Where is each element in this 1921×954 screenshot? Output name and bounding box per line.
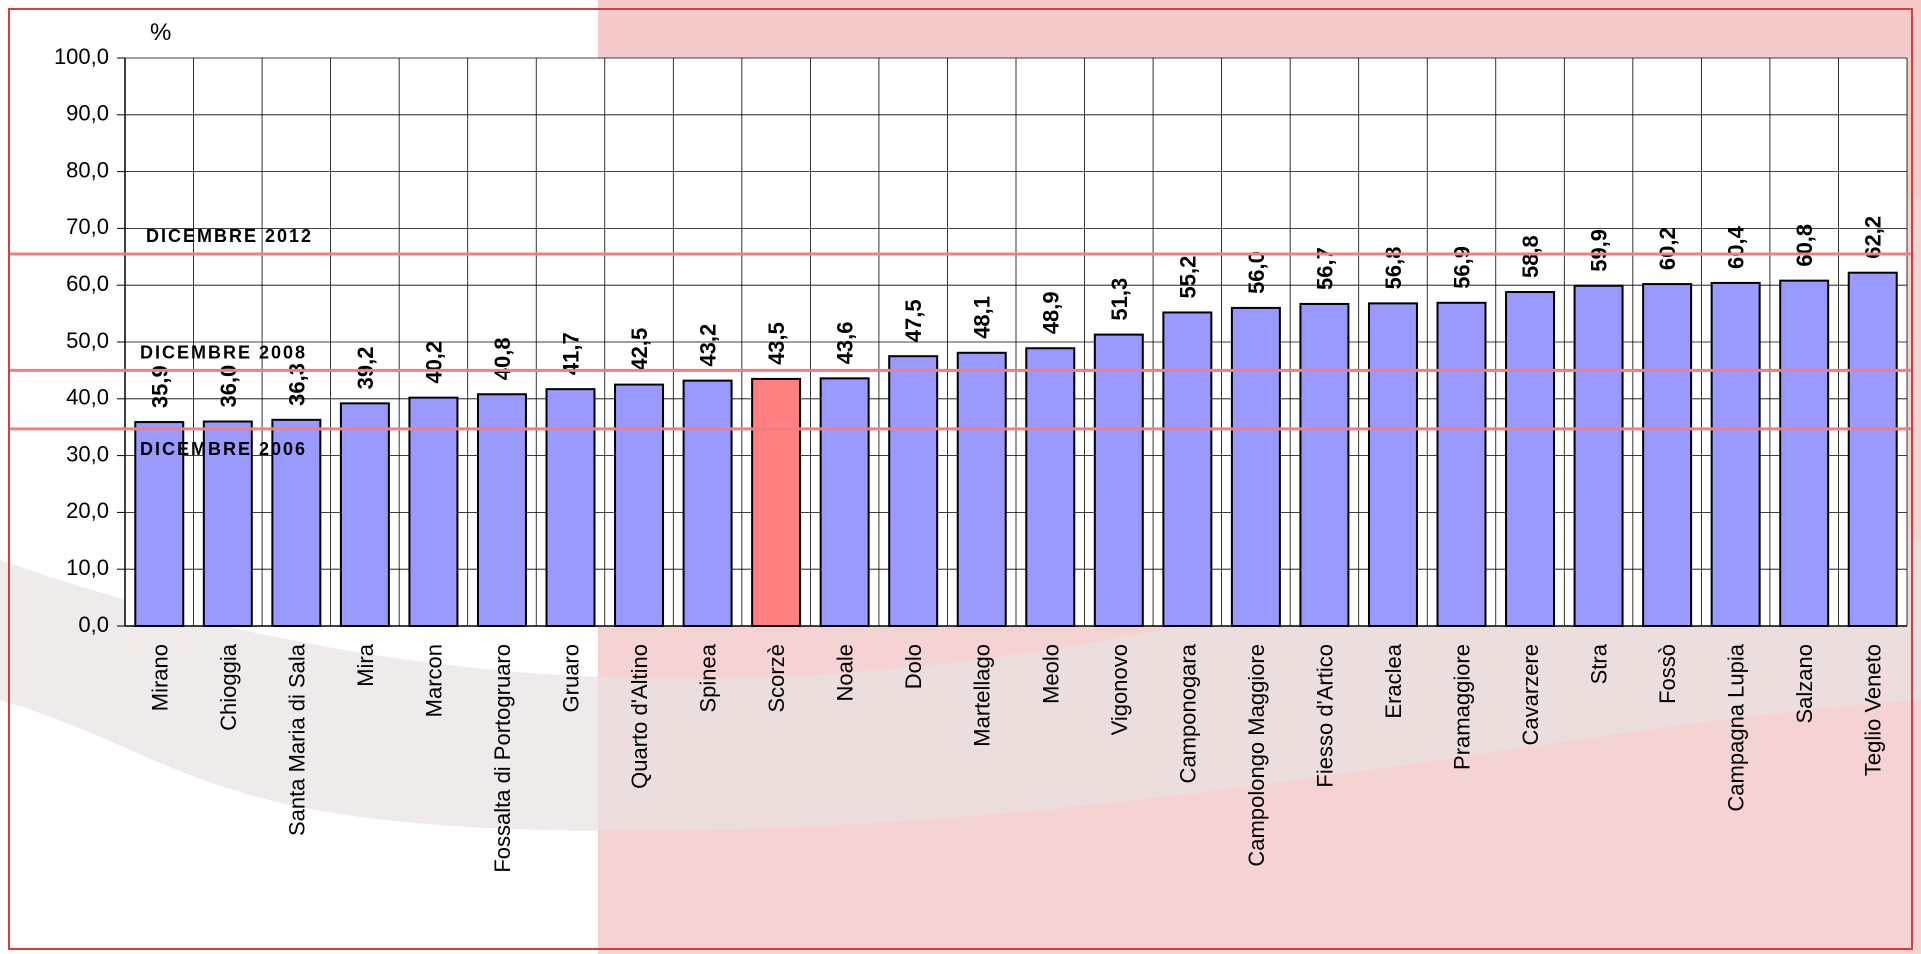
bar bbox=[1780, 281, 1828, 626]
reference-label: DICEMBRE 2012 bbox=[146, 226, 313, 246]
bar bbox=[1369, 303, 1417, 626]
value-label: 59,9 bbox=[1587, 229, 1612, 272]
bar bbox=[1026, 348, 1074, 626]
bar bbox=[1095, 335, 1143, 626]
x-tick-label: Camponogara bbox=[1175, 643, 1200, 783]
y-tick-label: 70,0 bbox=[66, 214, 109, 239]
value-label: 48,9 bbox=[1038, 291, 1063, 334]
y-tick-label: 10,0 bbox=[66, 555, 109, 580]
value-label: 56,0 bbox=[1244, 251, 1269, 294]
x-tick-label: Scorzè bbox=[764, 644, 789, 712]
x-tick-label: Fossò bbox=[1655, 644, 1680, 704]
x-tick-label: Santa Maria di Sala bbox=[284, 643, 309, 836]
x-tick-label: Salzano bbox=[1792, 644, 1817, 724]
bar bbox=[1643, 284, 1691, 626]
x-tick-label: Quarto d'Altino bbox=[627, 644, 652, 789]
bar bbox=[1163, 312, 1211, 626]
value-label: 60,4 bbox=[1724, 225, 1749, 269]
bar bbox=[1438, 303, 1486, 626]
x-tick-label: Spinea bbox=[696, 643, 721, 712]
value-label: 60,2 bbox=[1655, 227, 1680, 270]
value-label: 43,2 bbox=[696, 324, 721, 367]
value-label: 42,5 bbox=[627, 328, 652, 371]
bar bbox=[1300, 304, 1348, 626]
value-label: 60,8 bbox=[1792, 224, 1817, 267]
x-tick-label: Campagna Lupia bbox=[1724, 643, 1749, 811]
value-label: 51,3 bbox=[1107, 278, 1132, 321]
value-label: 48,1 bbox=[970, 296, 995, 339]
value-label: 40,8 bbox=[490, 337, 515, 380]
bar bbox=[615, 385, 663, 626]
bar bbox=[1575, 286, 1623, 626]
y-tick-label: 30,0 bbox=[66, 441, 109, 466]
bar bbox=[409, 398, 457, 626]
bar bbox=[1712, 283, 1760, 626]
x-tick-label: Stra bbox=[1587, 643, 1612, 684]
x-tick-label: Pramaggiore bbox=[1450, 644, 1475, 770]
y-tick-label: 20,0 bbox=[66, 498, 109, 523]
x-tick-label: Martellago bbox=[970, 644, 995, 747]
y-tick-label: 60,0 bbox=[66, 271, 109, 296]
x-tick-label: Cavarzere bbox=[1518, 644, 1543, 745]
bar bbox=[1506, 292, 1554, 626]
bar bbox=[752, 379, 800, 626]
x-tick-label: Meolo bbox=[1038, 644, 1063, 704]
value-label: 47,5 bbox=[901, 299, 926, 342]
x-tick-label: Campolongo Maggiore bbox=[1244, 644, 1269, 867]
x-tick-label: Mirano bbox=[147, 644, 172, 711]
chart: % 0,0 10,0 20,0 30,0 40,0 50,0 60,0 70,0 80,0 90,… bbox=[0, 0, 1921, 954]
x-tick-label: Vigonovo bbox=[1107, 644, 1132, 735]
x-tick-label: Marcon bbox=[421, 644, 446, 717]
value-label: 62,2 bbox=[1861, 216, 1886, 259]
bar bbox=[547, 389, 595, 626]
bar bbox=[341, 403, 389, 626]
x-tick-label: Fiesso d'Artico bbox=[1312, 644, 1337, 788]
value-label: 41,7 bbox=[559, 332, 584, 375]
reference-label: DICEMBRE 2006 bbox=[140, 439, 307, 459]
y-unit: % bbox=[150, 19, 171, 46]
y-tick-label: 0,0 bbox=[78, 612, 109, 637]
y-tick-label: 50,0 bbox=[66, 328, 109, 353]
value-label: 55,2 bbox=[1175, 256, 1200, 299]
value-label: 58,8 bbox=[1518, 235, 1543, 278]
value-label: 40,2 bbox=[421, 341, 446, 384]
value-label: 43,6 bbox=[833, 322, 858, 365]
reference-label: DICEMBRE 2008 bbox=[140, 342, 307, 362]
x-tick-label: Fossalta di Portogruaro bbox=[490, 644, 515, 873]
value-label: 56,9 bbox=[1450, 246, 1475, 289]
bar bbox=[889, 356, 937, 626]
bar bbox=[684, 381, 732, 626]
x-tick-label: Eraclea bbox=[1381, 643, 1406, 718]
x-tick-label: Mira bbox=[353, 643, 378, 687]
x-tick-label: Teglio Veneto bbox=[1861, 644, 1886, 776]
value-label: 43,5 bbox=[764, 322, 789, 365]
x-tick-label: Dolo bbox=[901, 644, 926, 689]
x-tick-label: Chioggia bbox=[216, 643, 241, 731]
x-tick-label: Noale bbox=[833, 644, 858, 701]
bar bbox=[958, 353, 1006, 626]
bar bbox=[821, 378, 869, 626]
y-tick-label: 90,0 bbox=[66, 101, 109, 126]
y-tick-label: 40,0 bbox=[66, 385, 109, 410]
x-tick-label: Gruaro bbox=[559, 644, 584, 712]
bar bbox=[1849, 273, 1897, 626]
y-tick-label: 80,0 bbox=[66, 157, 109, 182]
bar bbox=[1232, 308, 1280, 626]
value-label: 39,2 bbox=[353, 347, 378, 390]
y-tick-label: 100,0 bbox=[54, 44, 109, 69]
